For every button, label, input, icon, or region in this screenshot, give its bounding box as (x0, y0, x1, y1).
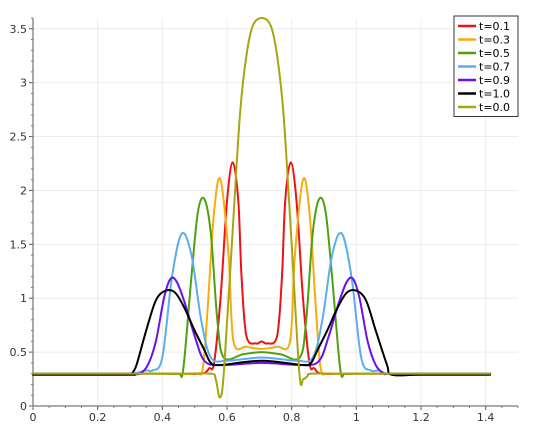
x-tick-label: 1 (353, 411, 360, 424)
x-tick-label: 0.6 (218, 411, 236, 424)
y-tick-label: 1 (20, 292, 27, 305)
series-line-t-0-1 (32, 161, 492, 376)
series-line-t-0-9 (32, 276, 492, 376)
y-tick-label: 0.5 (10, 346, 28, 359)
legend-label: t=0.5 (479, 47, 510, 60)
x-tick-label: 0.8 (283, 411, 301, 424)
legend-label: t=0.0 (479, 101, 510, 114)
y-tick-label: 2 (20, 184, 27, 197)
x-tick-label: 0.2 (89, 411, 107, 424)
grid (32, 18, 518, 407)
y-tick-label: 3 (20, 77, 27, 90)
series-line-t-0-7 (32, 231, 492, 375)
series-line-t-0-5 (32, 196, 492, 378)
legend-label: t=0.3 (479, 34, 510, 47)
x-tick-label: 0.4 (154, 411, 172, 424)
y-tick-label: 0 (20, 400, 27, 413)
series-line-t-0-0 (32, 17, 492, 399)
axes: 0 0.2 0.4 0.6 0.8 1 1.2 1.4 0 0.5 1 1.5 2 2.5 3 3.5 (10, 17, 519, 424)
series-lines (32, 17, 492, 399)
series-line-t-1-0 (32, 289, 492, 377)
legend-label: t=1.0 (479, 88, 510, 101)
legend-label: t=0.7 (479, 61, 510, 74)
x-tick-label: 0 (30, 411, 37, 424)
series-line-t-0-3 (32, 177, 492, 376)
x-tick-label: 1.2 (412, 411, 430, 424)
x-tick-label: 1.4 (477, 411, 495, 424)
legend-label: t=0.9 (479, 74, 510, 87)
y-tick-label: 2.5 (10, 131, 28, 144)
legend-label: t=0.1 (479, 20, 510, 33)
y-tick-label: 1.5 (10, 238, 28, 251)
y-tick-label: 3.5 (10, 23, 28, 36)
legend: t=0.1t=0.3t=0.5t=0.7t=0.9t=1.0t=0.0 (453, 15, 519, 117)
